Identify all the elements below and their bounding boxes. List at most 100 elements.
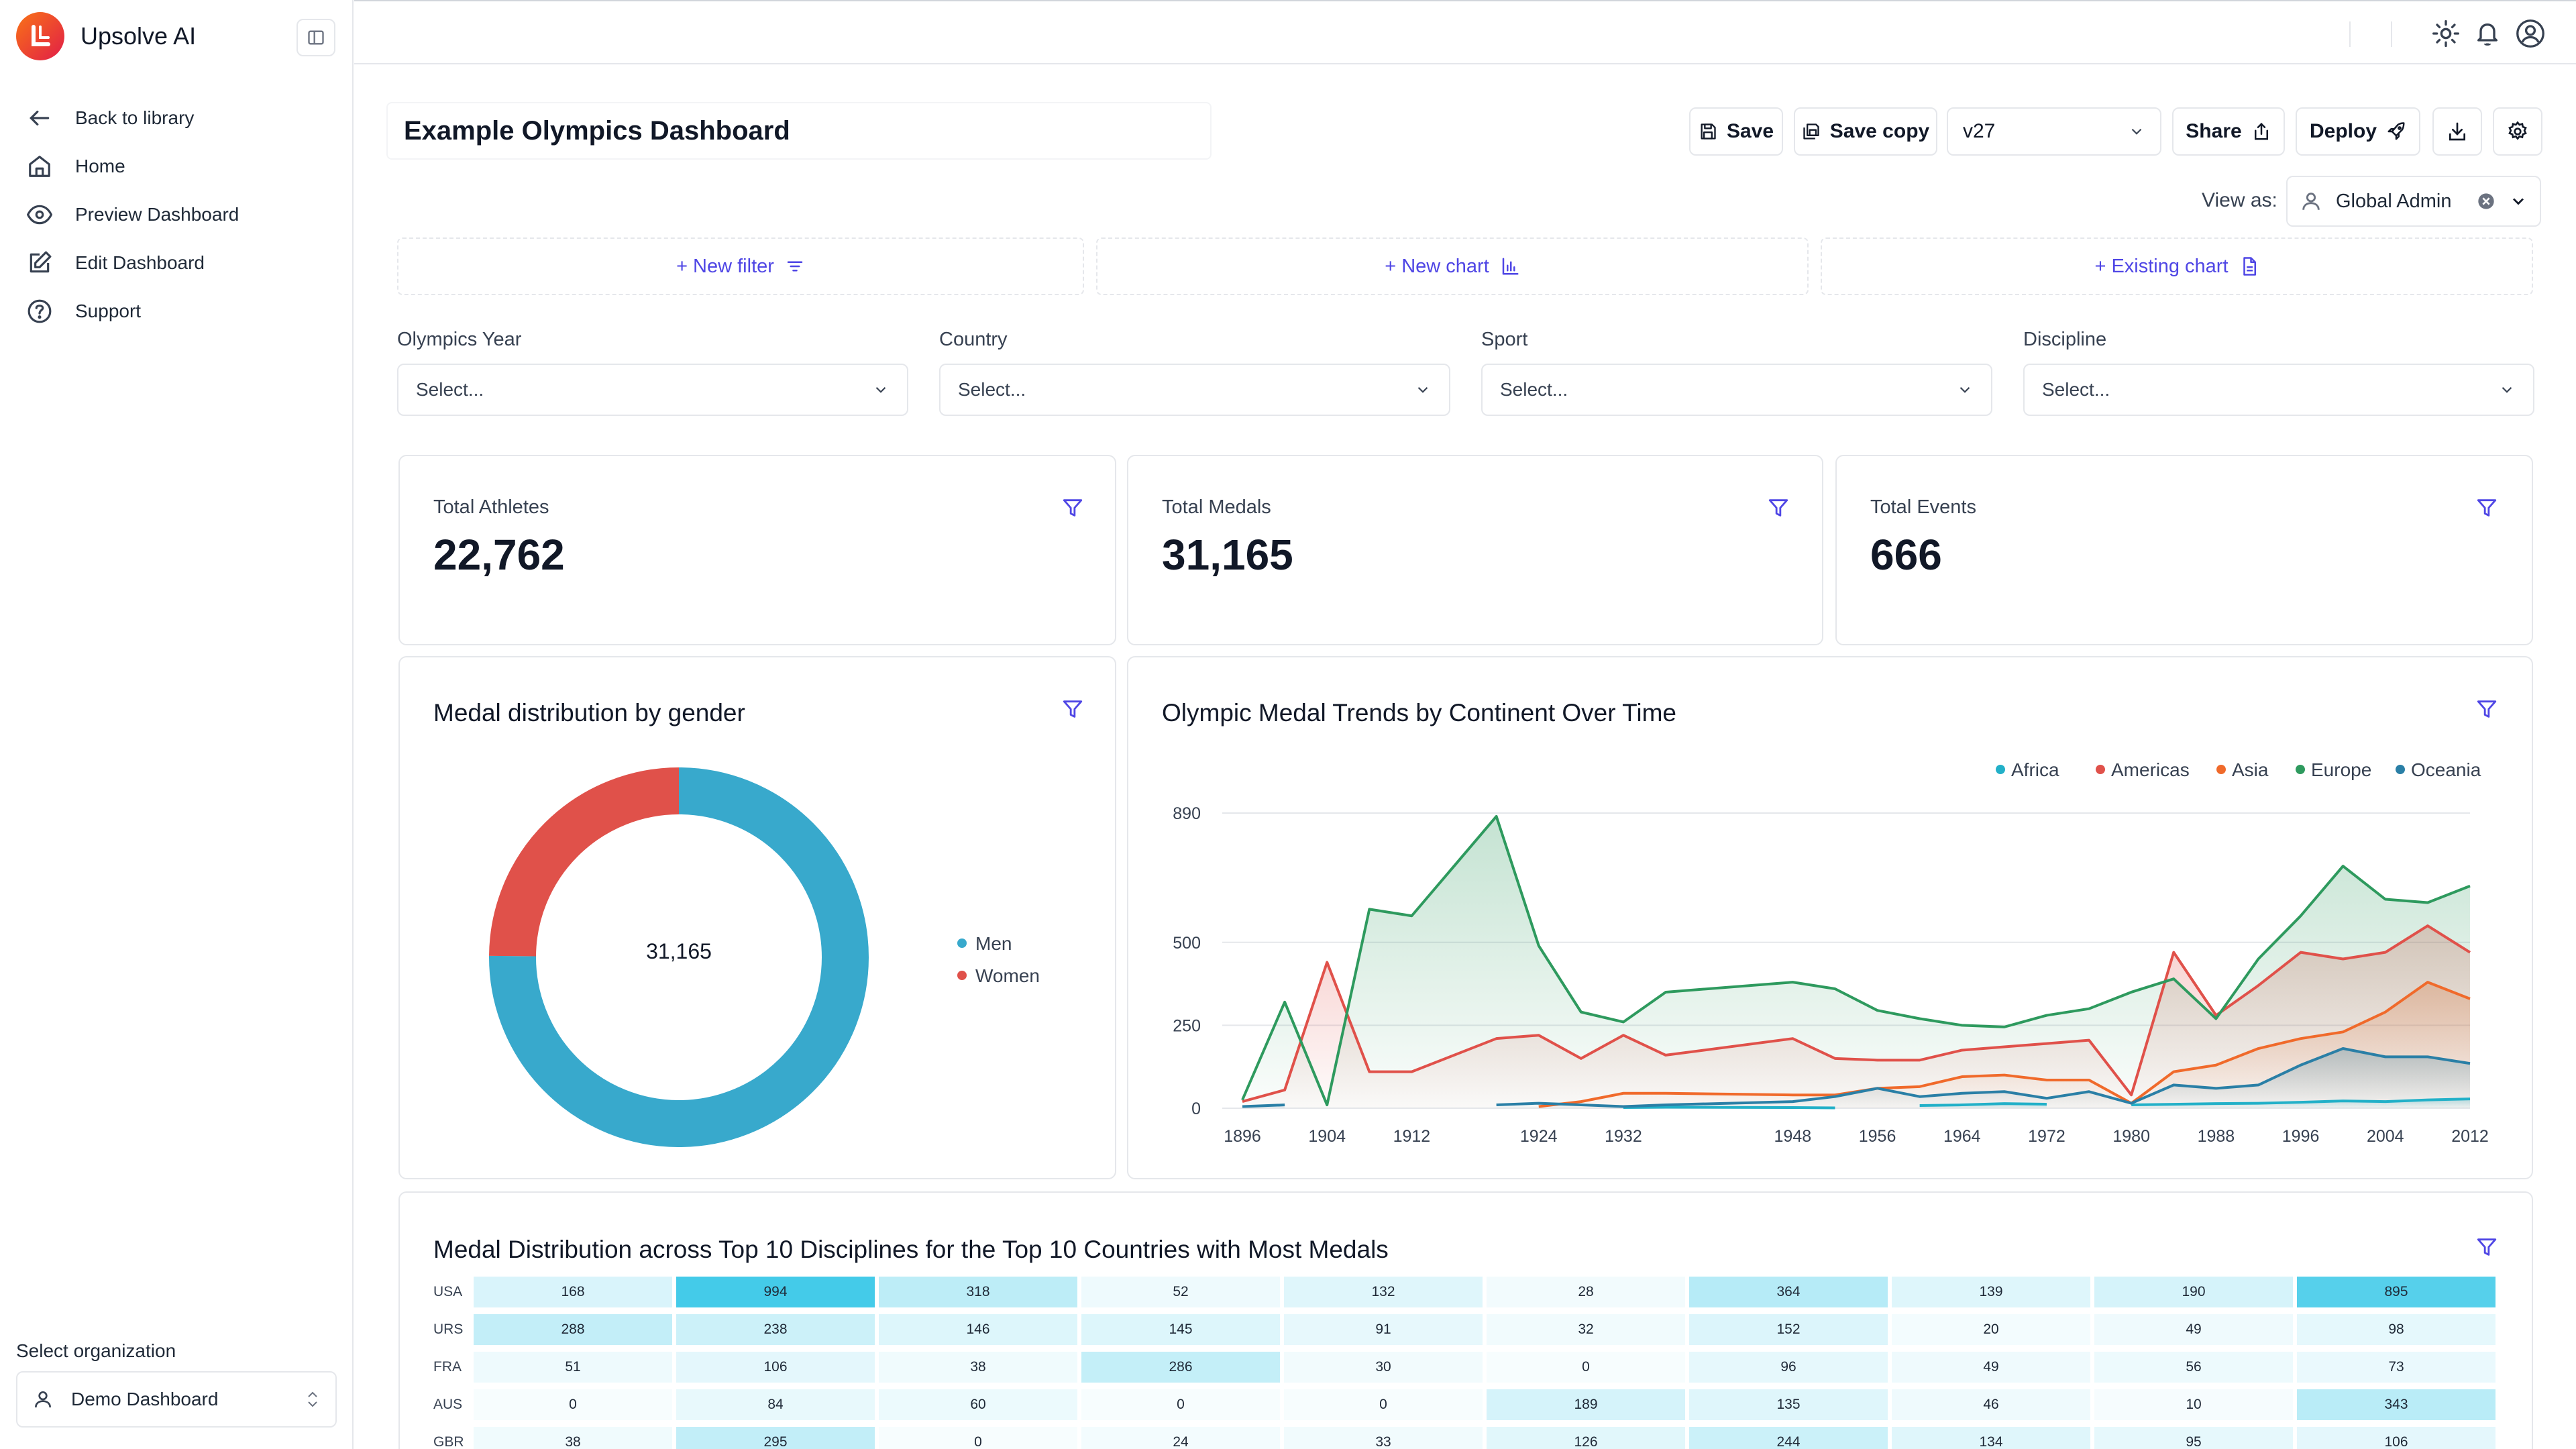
- filter-icon[interactable]: [2475, 698, 2498, 720]
- heatmap-cell[interactable]: 364: [1689, 1277, 1888, 1307]
- heatmap-cell[interactable]: 84: [676, 1389, 875, 1420]
- heatmap-cell[interactable]: 0: [879, 1427, 1077, 1449]
- legend-label[interactable]: Oceania: [2411, 759, 2481, 780]
- heatmap-cell[interactable]: 10: [2094, 1389, 2293, 1420]
- filter-olympics-year[interactable]: Select...: [397, 364, 908, 416]
- legend-label[interactable]: Women: [975, 965, 1040, 986]
- heatmap-cell[interactable]: 895: [2297, 1277, 2496, 1307]
- organization-select[interactable]: Demo Dashboard: [16, 1371, 337, 1428]
- heatmap-cell[interactable]: 286: [1081, 1352, 1280, 1383]
- deploy-button[interactable]: Deploy: [2296, 107, 2420, 156]
- heatmap-cell[interactable]: 91: [1284, 1314, 1483, 1345]
- bell-icon[interactable]: [2474, 20, 2501, 47]
- heatmap-cell[interactable]: 20: [1892, 1314, 2090, 1345]
- heatmap-cell[interactable]: 33: [1284, 1427, 1483, 1449]
- heatmap-cell[interactable]: 32: [1487, 1314, 1685, 1345]
- heatmap-cell[interactable]: 994: [676, 1277, 875, 1307]
- heatmap-cell[interactable]: 152: [1689, 1314, 1888, 1345]
- line-oceania[interactable]: [1496, 1047, 2471, 1108]
- nav-edit-dashboard[interactable]: Edit Dashboard: [27, 239, 335, 287]
- filter-icon[interactable]: [2475, 1236, 2498, 1258]
- heatmap-cell[interactable]: 24: [1081, 1427, 1280, 1449]
- heatmap-cell[interactable]: 0: [1081, 1389, 1280, 1420]
- heatmap-cell[interactable]: 244: [1689, 1427, 1888, 1449]
- legend-label[interactable]: Africa: [2011, 759, 2059, 780]
- line-asia[interactable]: [1538, 981, 2471, 1108]
- line-oceania[interactable]: [1242, 1104, 1285, 1108]
- sidebar-collapse-button[interactable]: [297, 19, 335, 56]
- heatmap-cell[interactable]: 139: [1892, 1277, 2090, 1307]
- filter-country[interactable]: Select...: [939, 364, 1450, 416]
- settings-button[interactable]: [2493, 107, 2542, 156]
- heatmap-cell[interactable]: 145: [1081, 1314, 1280, 1345]
- save-copy-button[interactable]: Save copy: [1794, 107, 1937, 156]
- heatmap-cell[interactable]: 73: [2297, 1352, 2496, 1383]
- heatmap-cell[interactable]: 106: [676, 1352, 875, 1383]
- nav-preview-dashboard[interactable]: Preview Dashboard: [27, 191, 335, 239]
- heatmap-cell[interactable]: 60: [879, 1389, 1077, 1420]
- heatmap-cell[interactable]: 0: [1487, 1352, 1685, 1383]
- filter-icon[interactable]: [1767, 496, 1790, 519]
- download-button[interactable]: [2432, 107, 2482, 156]
- heatmap-cell[interactable]: 38: [879, 1352, 1077, 1383]
- legend-label[interactable]: Asia: [2232, 759, 2269, 780]
- line-americas[interactable]: [1242, 924, 2471, 1104]
- legend-label[interactable]: Europe: [2311, 759, 2371, 780]
- heatmap-cell[interactable]: 30: [1284, 1352, 1483, 1383]
- nav-home[interactable]: Home: [27, 142, 335, 191]
- heatmap-cell[interactable]: 190: [2094, 1277, 2293, 1307]
- legend-label[interactable]: Americas: [2111, 759, 2190, 780]
- heatmap-cell[interactable]: 38: [474, 1427, 672, 1449]
- chevron-down-icon[interactable]: [2509, 192, 2528, 211]
- heatmap-cell[interactable]: 146: [879, 1314, 1077, 1345]
- heatmap-cell[interactable]: 98: [2297, 1314, 2496, 1345]
- heatmap-cell[interactable]: 28: [1487, 1277, 1685, 1307]
- heatmap-cell[interactable]: 126: [1487, 1427, 1685, 1449]
- user-avatar-icon[interactable]: [2516, 19, 2545, 48]
- share-button[interactable]: Share: [2172, 107, 2285, 156]
- heatmap-cell[interactable]: 135: [1689, 1389, 1888, 1420]
- heatmap-cell[interactable]: 134: [1892, 1427, 2090, 1449]
- sun-icon[interactable]: [2432, 20, 2459, 47]
- heatmap-cell[interactable]: 0: [474, 1389, 672, 1420]
- filter-sport[interactable]: Select...: [1481, 364, 1992, 416]
- nav-support[interactable]: Support: [27, 287, 335, 335]
- line-africa[interactable]: [1919, 1102, 2047, 1108]
- heatmap-cell[interactable]: 46: [1892, 1389, 2090, 1420]
- existing-chart-button[interactable]: + Existing chart: [1821, 237, 2533, 295]
- heatmap-cell[interactable]: 51: [474, 1352, 672, 1383]
- heatmap-cell[interactable]: 52: [1081, 1277, 1280, 1307]
- new-chart-button[interactable]: + New chart: [1096, 237, 1809, 295]
- heatmap-cell[interactable]: 318: [879, 1277, 1077, 1307]
- heatmap-cell[interactable]: 238: [676, 1314, 875, 1345]
- save-button[interactable]: Save: [1689, 107, 1783, 156]
- heatmap-cell[interactable]: 56: [2094, 1352, 2293, 1383]
- line-europe[interactable]: [1241, 814, 2471, 1107]
- view-as-select[interactable]: Global Admin: [2286, 176, 2541, 227]
- filter-icon[interactable]: [1061, 496, 1084, 519]
- heatmap-cell[interactable]: 49: [1892, 1352, 2090, 1383]
- heatmap-cell[interactable]: 0: [1284, 1389, 1483, 1420]
- heatmap-cell[interactable]: 189: [1487, 1389, 1685, 1420]
- heatmap-cell[interactable]: 49: [2094, 1314, 2293, 1345]
- legend-label[interactable]: Men: [975, 933, 1012, 954]
- clear-icon[interactable]: [2477, 192, 2496, 211]
- donut-slice-men[interactable]: [489, 767, 869, 1147]
- donut-slice-women[interactable]: [489, 767, 680, 957]
- line-africa[interactable]: [2131, 1097, 2471, 1107]
- heatmap-cell[interactable]: 132: [1284, 1277, 1483, 1307]
- heatmap-cell[interactable]: 288: [474, 1314, 672, 1345]
- heatmap-cell[interactable]: 96: [1689, 1352, 1888, 1383]
- version-select[interactable]: v27: [1947, 107, 2161, 156]
- filter-discipline[interactable]: Select...: [2023, 364, 2534, 416]
- filter-icon[interactable]: [2475, 496, 2498, 519]
- nav-back-to-library[interactable]: Back to library: [27, 94, 335, 142]
- heatmap-cell[interactable]: 343: [2297, 1389, 2496, 1420]
- heatmap-cell[interactable]: 168: [474, 1277, 672, 1307]
- filter-icon[interactable]: [1061, 698, 1084, 720]
- brand[interactable]: Upsolve AI: [16, 12, 196, 60]
- new-filter-button[interactable]: + New filter: [397, 237, 1084, 295]
- heatmap-cell[interactable]: 295: [676, 1427, 875, 1449]
- dashboard-title[interactable]: Example Olympics Dashboard: [386, 102, 1212, 160]
- heatmap-cell[interactable]: 95: [2094, 1427, 2293, 1449]
